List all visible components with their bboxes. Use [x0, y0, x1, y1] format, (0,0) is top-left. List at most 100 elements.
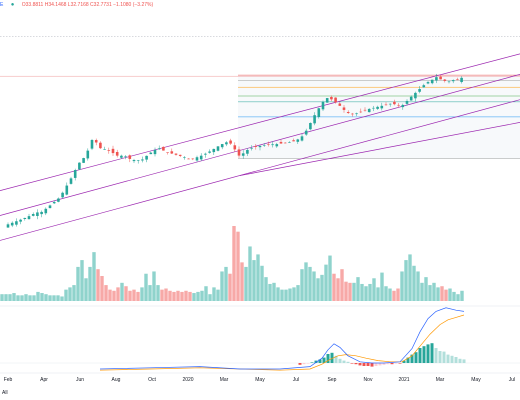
volume-bar [256, 254, 260, 301]
macd-histogram-bar [398, 363, 402, 364]
volume-bar [332, 273, 336, 301]
volume-bar [340, 269, 344, 301]
candle-body [409, 96, 413, 101]
volume-bar [216, 289, 220, 301]
candle-body [120, 155, 123, 158]
candle-body [279, 141, 283, 144]
volume-bar [352, 282, 356, 301]
volume-bar [48, 295, 52, 301]
candle-body [195, 157, 199, 161]
macd-histogram-bar [306, 363, 310, 364]
x-tick-label: Oct [148, 377, 156, 383]
range-all-button[interactable]: All [2, 390, 8, 396]
channel-line [0, 53, 520, 191]
candle-body [94, 140, 98, 143]
volume-bar [448, 288, 452, 301]
candle-body [384, 104, 388, 106]
candle-body [325, 98, 329, 103]
candle-body [199, 155, 203, 160]
macd-histogram-bar [326, 354, 330, 363]
candle-body [241, 153, 245, 156]
candle-body [414, 92, 417, 99]
volume-bar [168, 290, 172, 301]
candle-body [145, 155, 148, 160]
volume-bar [16, 295, 20, 301]
volume-bar [412, 265, 416, 301]
volume-bar [172, 291, 176, 301]
volume-bar [400, 271, 404, 301]
macd-histogram-bar [406, 357, 410, 363]
volume-bar [212, 287, 216, 301]
macd-histogram-bar [354, 363, 358, 365]
volume-bar [244, 266, 248, 301]
candle-body [40, 211, 43, 215]
volume-bar [336, 278, 340, 301]
volume-bar [436, 287, 440, 301]
volume-bar [84, 278, 88, 301]
candle-body [246, 149, 249, 154]
candle-body [447, 81, 451, 83]
volume-bar [232, 226, 236, 301]
macd-histogram-bar [434, 348, 438, 363]
volume-bar [260, 265, 264, 301]
volume-bar [396, 288, 400, 301]
candle-body [359, 111, 363, 113]
volume-bar [52, 295, 56, 301]
x-tick-label: May [471, 377, 481, 383]
candle-body [15, 221, 18, 225]
candle-body [376, 106, 379, 109]
x-tick-label: Jun [76, 377, 84, 383]
volume-bar [404, 260, 408, 301]
candle-body [153, 149, 157, 155]
candle-body [300, 136, 304, 141]
candle-body [99, 142, 102, 149]
candle-body [430, 79, 434, 84]
macd-pane [0, 307, 520, 371]
volume-bar [76, 266, 80, 301]
volume-bar [136, 291, 140, 301]
candle-body [107, 150, 111, 151]
volume-bar [208, 294, 212, 301]
volume-bar [460, 290, 464, 301]
x-tick-label: Apr [40, 377, 48, 383]
volume-bar [164, 288, 168, 301]
macd-histogram-bar [462, 359, 466, 363]
volume-bar [236, 231, 240, 301]
macd-histogram-bar [454, 357, 458, 363]
volume-bar [140, 287, 144, 301]
volume-bars [0, 226, 464, 301]
macd-histogram-bar [382, 363, 386, 365]
volume-bar [132, 289, 136, 301]
ohlc-legend: E ● O33.8811 H34.1468 L32.7168 C32.7731 … [0, 2, 153, 12]
volume-bar [308, 266, 312, 301]
parallel-channel [0, 53, 520, 241]
volume-bar [108, 289, 112, 301]
symbol-label[interactable]: E [0, 2, 4, 8]
x-tick-label: 2021 [398, 377, 409, 383]
candle-body [36, 212, 39, 216]
price-candles [6, 73, 463, 228]
candle-body [212, 148, 216, 153]
macd-histogram-bar [390, 363, 394, 365]
grid-layer [0, 36, 520, 374]
macd-histogram-bar [458, 358, 462, 363]
volume-bar [440, 286, 444, 301]
candle-body [225, 142, 228, 145]
candle-body [73, 170, 77, 178]
fibonacci-retracement [0, 74, 520, 159]
volume-bar [276, 287, 280, 301]
macd-histogram-bar [358, 363, 362, 366]
volume-bar [88, 266, 92, 301]
volume-bar [304, 262, 308, 301]
candle-body [275, 144, 279, 147]
volume-bar [160, 289, 164, 301]
macd-histogram-bar [374, 363, 378, 366]
volume-bar [188, 291, 192, 301]
volume-bar [272, 282, 276, 301]
macd-histogram-bar [318, 359, 322, 363]
candle-body [141, 159, 144, 161]
macd-histogram-bar [438, 351, 442, 363]
volume-bar [356, 277, 360, 301]
candle-body [61, 192, 64, 198]
